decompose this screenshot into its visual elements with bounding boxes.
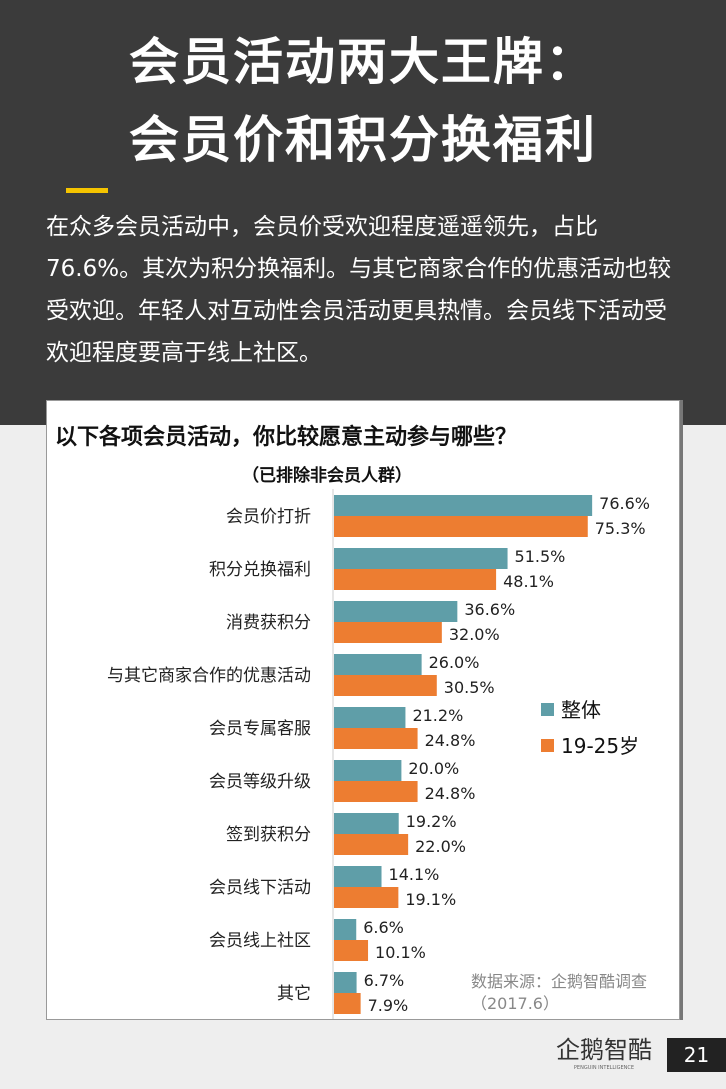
data-label: 10.1% [375, 943, 426, 962]
category-label: 会员线上社区 [209, 931, 311, 951]
bar-overall [334, 654, 422, 675]
bar-overall [334, 548, 508, 569]
category-label: 会员线下活动 [209, 878, 311, 898]
data-label: 19.2% [406, 812, 457, 831]
data-label: 24.8% [425, 731, 476, 750]
bar-age-19-25 [334, 516, 588, 537]
category-label: 与其它商家合作的优惠活动 [107, 666, 311, 686]
category-label: 积分兑换福利 [209, 560, 311, 580]
data-label: 30.5% [444, 678, 495, 697]
bar-age-19-25 [334, 940, 369, 961]
data-label: 76.6% [599, 494, 650, 513]
data-label: 36.6% [464, 600, 515, 619]
data-source: 数据来源：企鹅智酷调查 （2017.6） [471, 971, 647, 1015]
legend-swatch [541, 703, 554, 716]
header-background [0, 0, 726, 425]
data-label: 32.0% [449, 625, 500, 644]
bar-age-19-25 [334, 834, 409, 855]
category-label: 签到获积分 [226, 825, 311, 845]
category-label: 会员专属客服 [209, 719, 311, 739]
data-label: 20.0% [408, 759, 459, 778]
data-label: 14.1% [389, 865, 440, 884]
page-number: 21 [667, 1038, 726, 1072]
data-label: 75.3% [595, 519, 646, 538]
bar-age-19-25 [334, 887, 399, 908]
page-title-line2: 会员价和积分换福利 [129, 111, 597, 169]
bar-overall [334, 601, 458, 622]
data-label: 6.7% [364, 971, 405, 990]
page-title-line1: 会员活动两大王牌： [129, 33, 597, 91]
bar-age-19-25 [334, 622, 442, 643]
logo-text: 企鹅智酷 [556, 1036, 652, 1064]
bar-overall [334, 972, 357, 993]
category-label: 其它 [277, 984, 311, 1004]
bar-age-19-25 [334, 728, 418, 749]
data-label: 19.1% [405, 890, 456, 909]
bar-age-19-25 [334, 781, 418, 802]
bar-overall [334, 495, 593, 516]
bar-age-19-25 [334, 569, 497, 590]
data-label: 51.5% [515, 547, 566, 566]
data-label: 6.6% [363, 918, 404, 937]
bar-overall [334, 760, 402, 781]
data-label: 7.9% [368, 996, 409, 1015]
data-label: 21.2% [412, 706, 463, 725]
chart-subtitle: （已排除非会员人群） [242, 466, 412, 486]
source-line2: （2017.6） [471, 994, 559, 1013]
legend-label: 整体 [561, 698, 601, 722]
intro-text: 在众多会员活动中，会员价受欢迎程度遥遥领先，占比76.6%。其次为积分换福利。与… [46, 214, 672, 366]
logo-subtext: PENGUIN INTELLIGENCE [574, 1065, 634, 1071]
category-label: 会员价打折 [226, 507, 311, 527]
chart-title: 以下各项会员活动，你比较愿意主动参与哪些？ [55, 425, 518, 450]
accent-bar [66, 188, 108, 193]
data-label: 48.1% [503, 572, 554, 591]
legend-swatch [541, 739, 554, 752]
category-label: 会员等级升级 [209, 772, 311, 792]
bar-overall [334, 866, 382, 887]
data-label: 26.0% [429, 653, 480, 672]
bar-overall [334, 813, 399, 834]
bar-overall [334, 707, 406, 728]
bar-age-19-25 [334, 993, 361, 1014]
logo: 企鹅智酷 PENGUIN INTELLIGENCE [556, 1036, 652, 1071]
chart-card: 以下各项会员活动，你比较愿意主动参与哪些？ （已排除非会员人群） 会员价打折 76… [46, 400, 680, 1020]
bar-chart: 会员价打折 76.6% 75.3% 积分兑换福利 51.5% 48.1% 消费获积分 36.6… [107, 489, 650, 1019]
source-line1: 数据来源：企鹅智酷调查 [471, 972, 648, 991]
bar-age-19-25 [334, 675, 437, 696]
data-label: 24.8% [425, 784, 476, 803]
data-label: 22.0% [415, 837, 466, 856]
bar-overall [334, 919, 357, 940]
legend-label: 19-25岁 [561, 734, 639, 758]
category-label: 消费获积分 [226, 613, 311, 633]
